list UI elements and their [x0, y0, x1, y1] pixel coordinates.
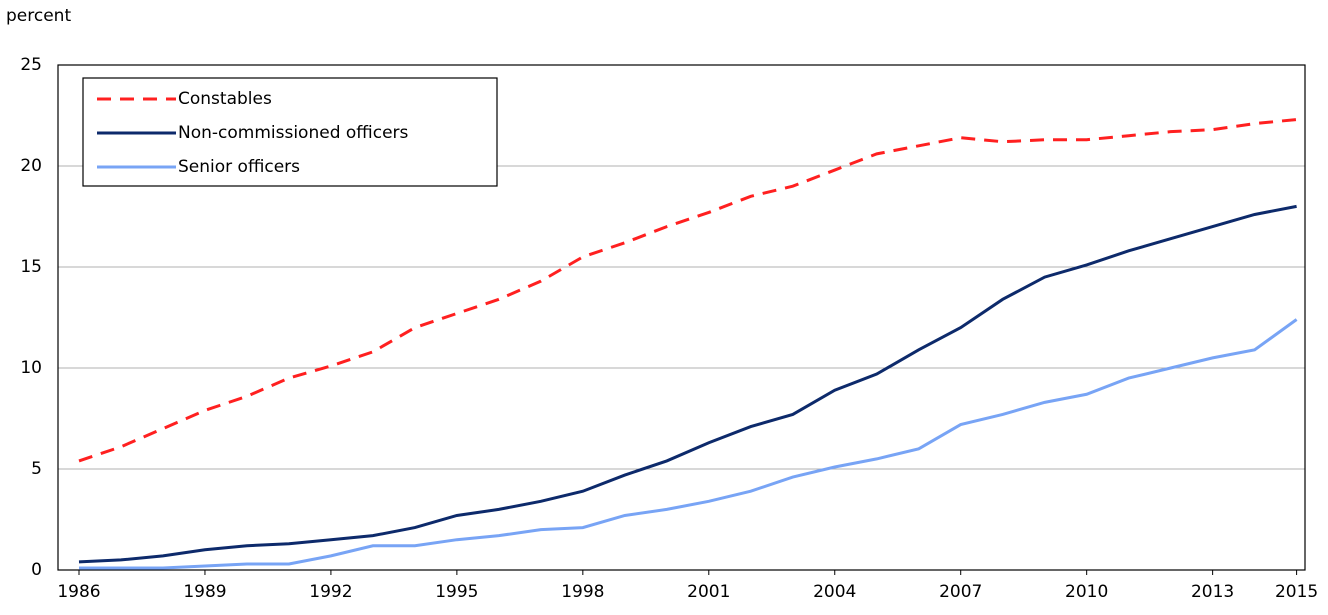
x-tick-label: 2013: [1191, 582, 1234, 602]
legend-label: Non-commissioned officers: [178, 123, 409, 143]
y-tick-label: 0: [31, 560, 42, 580]
x-tick-label: 2004: [813, 582, 856, 602]
plot-frame: [57, 64, 1306, 571]
legend-label: Senior officers: [178, 157, 300, 177]
y-tick-label: 10: [20, 358, 42, 378]
x-tick-label: 1986: [57, 582, 100, 602]
legend-label: Constables: [178, 89, 272, 109]
x-tick-label: 1995: [435, 582, 478, 602]
y-tick-label: 15: [20, 257, 42, 277]
y-tick-label: 5: [31, 459, 42, 479]
x-tick-label: 2001: [687, 582, 730, 602]
x-tick-label: 2010: [1065, 582, 1108, 602]
line-series: [78, 204, 1297, 564]
y-tick-label: 20: [20, 156, 42, 176]
x-tick-label: 2015: [1275, 582, 1318, 602]
line-series: [78, 118, 1297, 463]
y-tick-label: 25: [20, 55, 42, 75]
x-tick-label: 1998: [561, 582, 604, 602]
x-tick-label: 2007: [939, 582, 982, 602]
line-series: [78, 318, 1298, 570]
x-tick-label: 1989: [183, 582, 226, 602]
y-axis-label: percent: [6, 6, 71, 26]
x-tick-label: 1992: [309, 582, 352, 602]
